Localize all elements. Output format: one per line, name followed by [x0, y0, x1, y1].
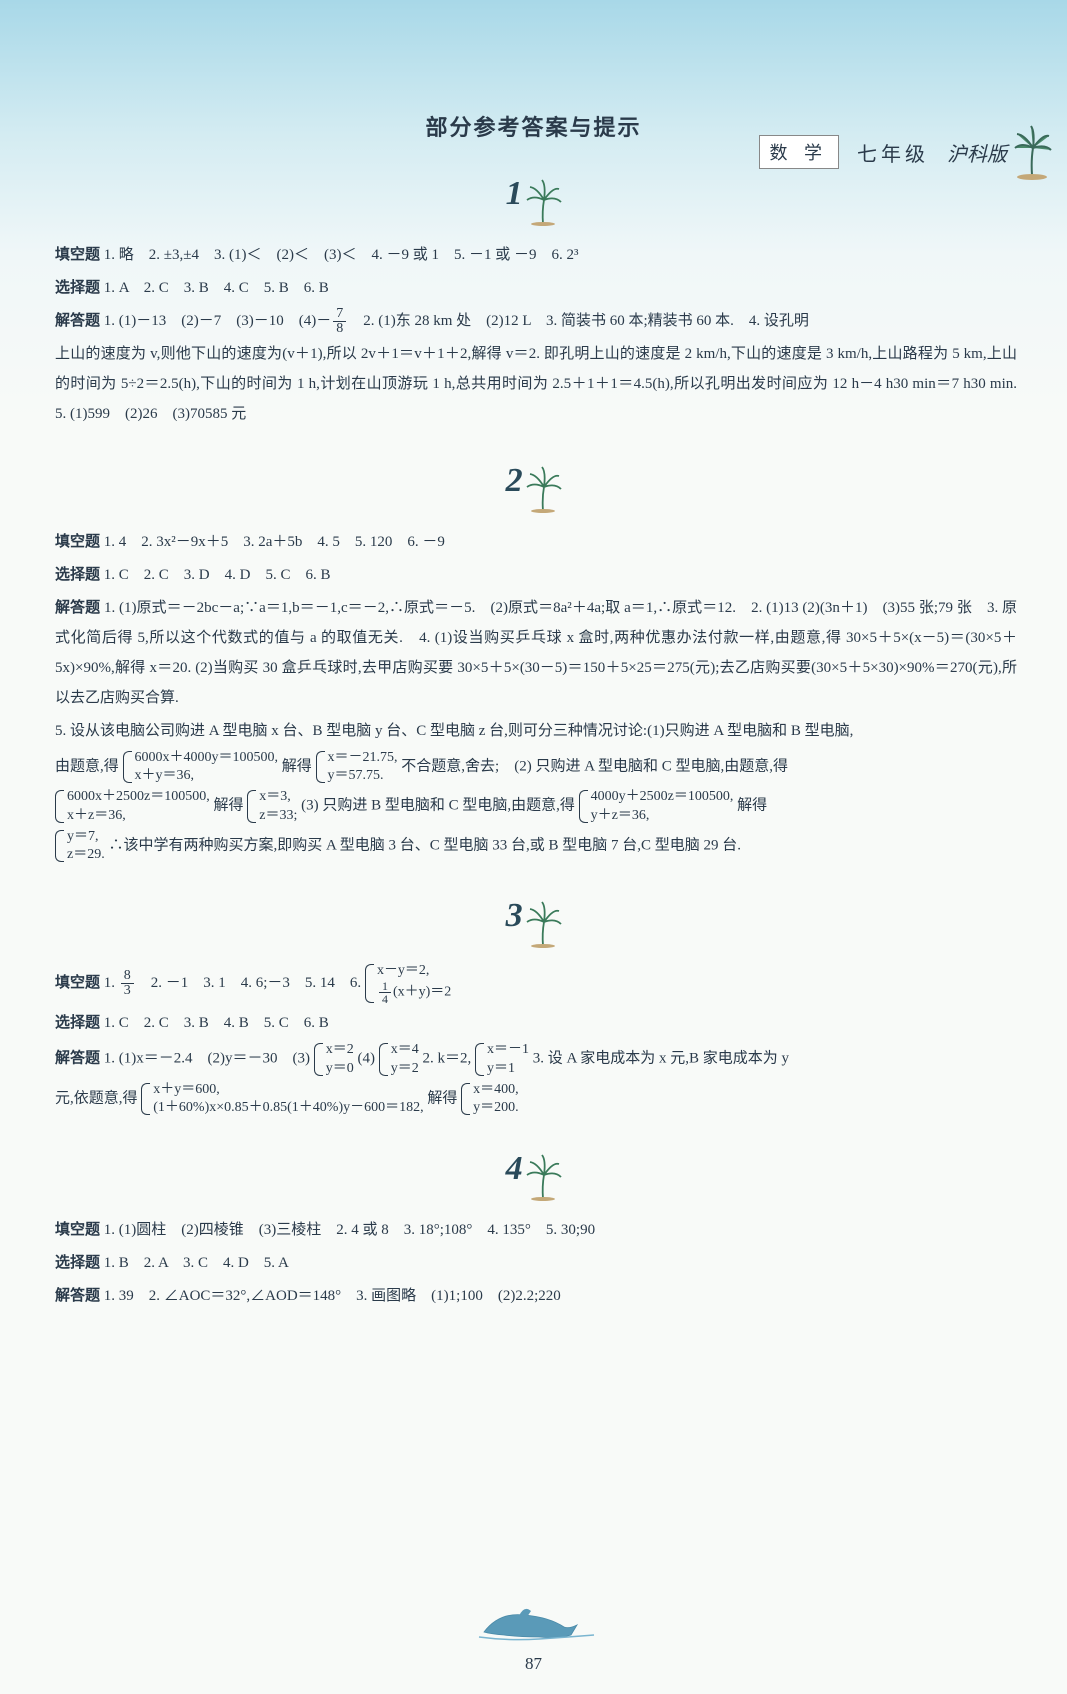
solve-text: 不合题意,舍去; (2) 只购进 A 型电脑和 C 型电脑,由题意,得	[401, 759, 788, 775]
solve-answers: 1. 39 2. ∠AOC＝32°,∠AOD＝148° 3. 画图略 (1)1;…	[104, 1288, 561, 1304]
solve-label: 解答题	[55, 312, 100, 329]
equation-system: x＋y＝600,(1＋60%)x×0.85＋0.85(1＋40%)y－600＝1…	[141, 1081, 423, 1117]
dolphin-icon	[469, 1597, 599, 1647]
solve-label: 解答题	[55, 1287, 100, 1304]
solve-text: (4)	[358, 1051, 376, 1067]
chapter-number: 2	[506, 462, 523, 499]
solve-text: 5. 设从该电脑公司购进 A 型电脑 x 台、B 型电脑 y 台、C 型电脑 z…	[55, 716, 1017, 746]
fill-text: 2. －1 3. 1 4. 6;－3 5. 14 6.	[136, 975, 365, 991]
solve-text: 解得	[282, 759, 312, 775]
fill-answers: 1. 4 2. 3x²－9x＋5 3. 2a＋5b 4. 5 5. 120 6.…	[104, 534, 445, 550]
solve-text: 1. (1)x＝－2.4 (2)y＝－30 (3)	[104, 1051, 310, 1067]
solve-label: 解答题	[55, 599, 100, 616]
choice-answers: 1. C 2. C 3. D 4. D 5. C 6. B	[104, 567, 331, 583]
choice-label: 选择题	[55, 279, 100, 296]
content-area: 1 填空题 1. 略 2. ±3,±4 3. (1)＜ (2)＜ (3)＜ 4.…	[0, 160, 1067, 1311]
chapter-marker-3: 3	[55, 882, 1017, 950]
palm-tree-icon	[521, 176, 566, 226]
chapter-number: 1	[506, 175, 523, 212]
solve-text: 3. 设 A 家电成本为 x 元,B 家电成本为 y	[533, 1051, 789, 1067]
choice-answers: 1. C 2. C 3. B 4. B 5. C 6. B	[104, 1015, 329, 1031]
equation-system: x＝3,z＝33;	[247, 788, 297, 824]
fill-text: 1.	[104, 975, 119, 991]
equation-system: x－y＝2, 14(x＋y)＝2	[365, 962, 451, 1005]
fill-answers: 1. 略 2. ±3,±4 3. (1)＜ (2)＜ (3)＜ 4. －9 或 …	[104, 247, 579, 263]
equation-system: x＝400,y＝200.	[461, 1081, 519, 1117]
fill-label: 填空题	[55, 533, 100, 550]
choice-answers: 1. A 2. C 3. B 4. C 5. B 6. B	[104, 280, 329, 296]
solve-text: 1. (1)原式＝－2bc－a;∵a＝1,b＝－1,c＝－2,∴原式＝－5. (…	[55, 600, 1017, 706]
page-number: 87	[469, 1654, 599, 1674]
solve-label: 解答题	[55, 1050, 100, 1067]
solve-text: 1. (1)－13 (2)－7 (3)－10 (4)－	[104, 313, 331, 329]
solve-text: ∴该中学有两种购买方案,即购买 A 型电脑 3 台、C 型电脑 33 台,或 B…	[108, 837, 741, 853]
solve-text: 2. (1)东 28 km 处 (2)12 L 3. 简装书 60 本;精装书 …	[348, 313, 809, 329]
page-footer: 87	[469, 1597, 599, 1674]
choice-label: 选择题	[55, 1014, 100, 1031]
chapter-marker-4: 4	[55, 1135, 1017, 1203]
fill-label: 填空题	[55, 246, 100, 263]
solve-text: 解得	[427, 1090, 457, 1106]
equation-system: 6000x＋2500z＝100500,x＋z＝36,	[55, 788, 210, 824]
equation-system: x＝4y＝2	[379, 1041, 419, 1077]
fraction: 83	[121, 969, 134, 998]
chapter-marker-1: 1	[55, 160, 1017, 228]
equation-system: x＝－1y＝1	[475, 1041, 529, 1077]
equation-system: 4000y＋2500z＝100500,y＋z＝36,	[579, 788, 734, 824]
solve-text: 解得	[737, 798, 767, 814]
solve-text: 2. k＝2,	[423, 1051, 472, 1067]
fill-label: 填空题	[55, 974, 100, 991]
equation-system: x＝－21.75,y＝57.75.	[316, 749, 398, 785]
solve-text: 解得	[213, 798, 243, 814]
equation-system: 6000x＋4000y＝100500,x＋y＝36,	[123, 749, 279, 785]
solve-text: 元,依题意,得	[55, 1090, 138, 1106]
choice-answers: 1. B 2. A 3. C 4. D 5. A	[104, 1255, 289, 1271]
chapter-marker-2: 2	[55, 447, 1017, 515]
palm-tree-icon	[521, 898, 566, 948]
fraction: 78	[333, 307, 346, 336]
choice-label: 选择题	[55, 566, 100, 583]
palm-tree-icon	[521, 1151, 566, 1201]
chapter-number: 4	[506, 1150, 523, 1187]
equation-system: y＝7,z＝29.	[55, 828, 105, 864]
equation-system: x＝2y＝0	[314, 1041, 354, 1077]
solve-text: 由题意,得	[55, 759, 119, 775]
chapter-number: 3	[506, 897, 523, 934]
solve-text: 上山的速度为 v,则他下山的速度为(v＋1),所以 2v＋1＝v＋1＋2,解得 …	[55, 339, 1017, 429]
palm-tree-icon	[521, 463, 566, 513]
solve-text: (3) 只购进 B 型电脑和 C 型电脑,由题意,得	[301, 798, 575, 814]
fill-answers: 1. (1)圆柱 (2)四棱锥 (3)三棱柱 2. 4 或 8 3. 18°;1…	[104, 1222, 595, 1238]
choice-label: 选择题	[55, 1254, 100, 1271]
fill-label: 填空题	[55, 1221, 100, 1238]
